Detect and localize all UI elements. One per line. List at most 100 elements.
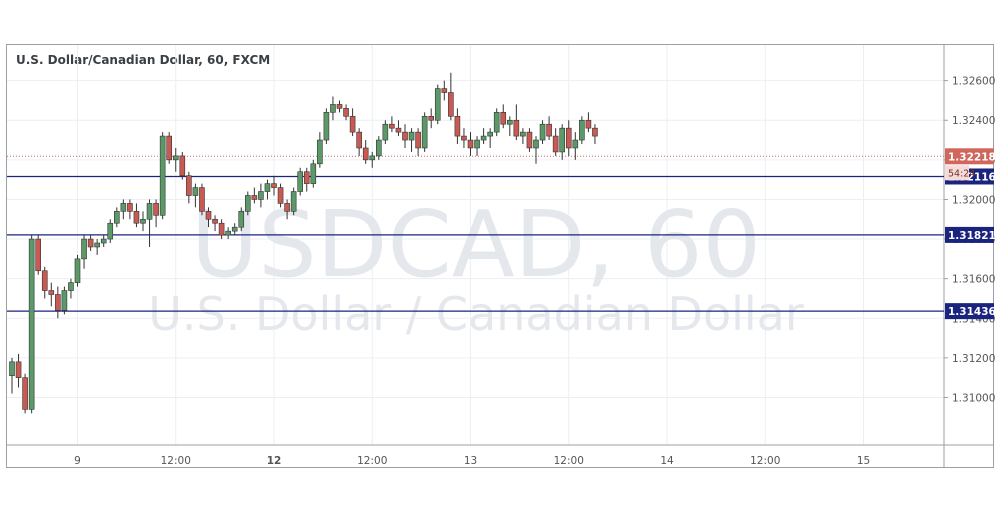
candle-body [565,127,572,149]
candle [330,96,336,121]
candle [343,104,349,121]
candle [133,203,140,228]
chart-title: U.S. Dollar/Canadian Dollar, 60, FXCM [16,53,271,67]
time-tick-label: 12:00 [750,455,780,467]
price-tick-label: 1.32000 [952,194,995,206]
candle-body [290,191,297,212]
candle-body [153,203,159,216]
price-tick-label: 1.32600 [952,76,995,88]
candle [493,108,500,137]
candle [114,207,120,228]
candle [592,124,598,145]
candle-body [303,171,310,184]
candle [317,132,323,168]
candle [408,128,415,152]
candle-body [441,88,448,93]
candle-body [258,191,264,200]
candle [277,183,284,208]
candle [48,282,55,307]
candle-body [546,123,552,137]
candle-body [87,238,94,248]
candle [159,132,166,220]
candle-body [395,127,402,133]
price-tick-label: 1.32400 [952,115,995,127]
candle [585,112,592,133]
candle [87,235,94,251]
candle [120,199,127,220]
candle-body [199,187,205,212]
candle-body [114,211,120,224]
candle-body [480,135,487,141]
candle [421,112,428,152]
candle [251,187,258,204]
candle-body [330,104,336,113]
last-price-label-bg [945,148,994,165]
candle [166,132,172,164]
candle-body [585,119,592,129]
time-tick-label: 12:00 [161,455,191,467]
countdown-label: 54:24 [948,168,975,179]
candle-body [100,238,107,244]
candle [68,278,74,299]
candle-body [9,361,15,376]
candle [513,104,520,141]
candle-body [579,119,585,141]
candle [362,140,369,164]
candles [9,72,598,414]
time-tick-label: 12 [267,455,282,467]
candle [172,147,179,172]
horizontal-line-label-bg [945,226,994,243]
time-tick-label: 12:00 [357,455,387,467]
candle-body [74,258,81,283]
candle [140,211,146,232]
candle [474,136,480,156]
candle-body [179,155,186,176]
candle-body [22,377,28,410]
candle-body [225,230,231,236]
candle-body [467,139,474,149]
candle-body [284,203,290,212]
candle [454,108,461,145]
candle-body [382,123,389,141]
candle [349,108,356,137]
candle [356,128,362,156]
candle [579,116,585,145]
candle-body [271,183,277,188]
candle [238,207,245,232]
candle [539,120,546,145]
candle [179,151,186,180]
candle-body [61,290,68,311]
candle [336,100,343,113]
last-price-label: 1.32218 [948,151,996,163]
candle [9,357,15,394]
candle [323,108,330,145]
candle-body [343,108,349,117]
candle-body [356,131,362,149]
candle [297,167,304,196]
candle-body [205,211,212,220]
candle-body [428,115,435,121]
candle [369,151,376,168]
candle-body [421,115,428,149]
candle-body [94,242,100,248]
candle [107,219,114,244]
time-tick-label: 15 [857,455,870,467]
price-tick-label: 1.31600 [952,274,995,286]
candle-body [159,135,166,216]
candle [61,286,68,315]
candle [526,128,533,152]
candle-body [212,218,218,224]
candle [546,116,552,141]
candle [487,128,493,148]
candle [205,207,212,228]
candle [480,128,487,145]
price-tick-label: 1.31000 [952,392,995,404]
candle [284,199,290,220]
candle [258,183,264,208]
candle [506,116,513,137]
candle-body [68,282,74,291]
candle [94,239,100,255]
candle [441,80,448,101]
candle [271,175,277,196]
